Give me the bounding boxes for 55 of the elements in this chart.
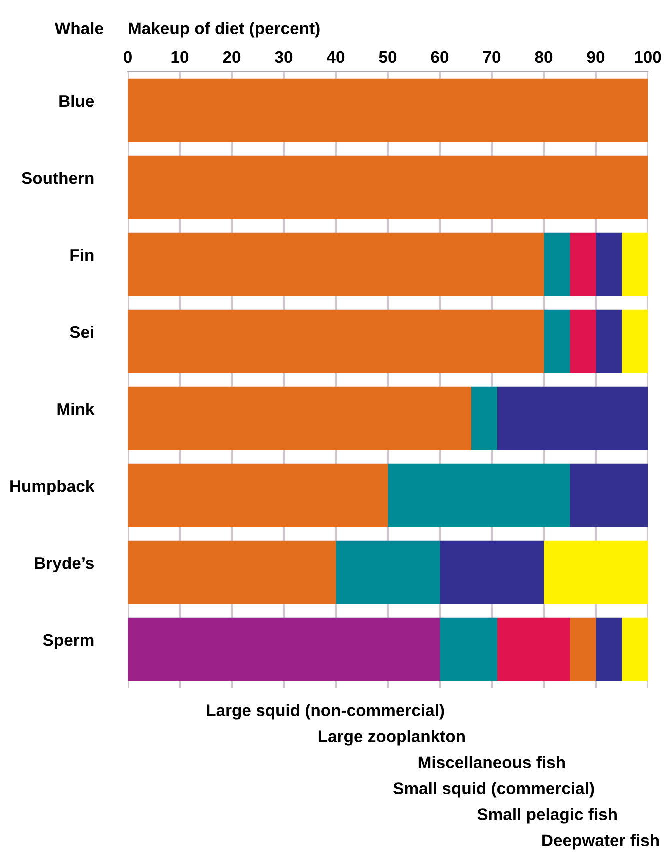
x-axis-title: Makeup of diet (percent) xyxy=(129,22,320,38)
x-tick-label: 70 xyxy=(483,51,501,64)
text: Small squid (commercial) xyxy=(394,782,594,798)
bar xyxy=(128,310,544,374)
bar xyxy=(440,618,498,682)
text: Miscellaneous fish xyxy=(418,756,565,768)
x-tick-label: 0 xyxy=(124,51,132,64)
bar xyxy=(497,618,570,682)
x-tick-label: 40 xyxy=(326,51,345,64)
x-tick-label: 50 xyxy=(379,51,397,64)
x-tick-label: 80 xyxy=(535,51,553,64)
bar xyxy=(128,464,388,528)
bar xyxy=(596,232,622,296)
bar xyxy=(544,232,570,296)
bar xyxy=(570,618,596,682)
x-tick-label: 60 xyxy=(431,51,449,64)
bar xyxy=(128,386,472,450)
bar xyxy=(471,386,498,450)
y-tick-label: Sperm xyxy=(43,634,94,650)
bar xyxy=(622,232,648,296)
bar xyxy=(388,464,570,528)
y-tick-label: Blue xyxy=(60,94,94,108)
x-tick-label: 30 xyxy=(275,51,293,64)
text: Large zooplankton xyxy=(318,730,465,746)
bar xyxy=(622,618,648,682)
y-tick-label: Fin xyxy=(70,248,94,262)
bar xyxy=(570,232,596,296)
y-tick-label: Sei xyxy=(70,326,94,338)
y-tick-label: Bryde’s xyxy=(35,556,94,572)
y-tick-label: Humpback xyxy=(10,480,95,496)
text: Small pelagic fish xyxy=(478,808,617,824)
bar xyxy=(128,618,440,682)
bar xyxy=(128,232,544,296)
bar xyxy=(497,386,648,450)
bar xyxy=(336,540,440,604)
y-axis-title: Whale xyxy=(54,22,104,34)
bar xyxy=(596,618,622,682)
bar xyxy=(128,156,648,220)
x-tick-label: 20 xyxy=(223,51,241,64)
bar xyxy=(570,310,596,374)
y-tick-label: Mink xyxy=(58,402,95,416)
bar xyxy=(596,310,622,374)
y-tick-label: Southern xyxy=(22,172,94,184)
bar xyxy=(544,310,570,374)
bar xyxy=(544,540,648,604)
bar xyxy=(622,310,648,374)
x-tick-label: 100 xyxy=(635,51,662,64)
bar xyxy=(570,464,648,528)
text: Large squid (non-commercial) xyxy=(207,704,444,720)
text: Deepwater fish xyxy=(542,834,659,850)
x-tick-label: 90 xyxy=(587,51,605,64)
x-tick-label: 10 xyxy=(172,51,189,64)
bar xyxy=(440,540,544,604)
bar xyxy=(128,540,336,604)
bar xyxy=(128,78,648,142)
